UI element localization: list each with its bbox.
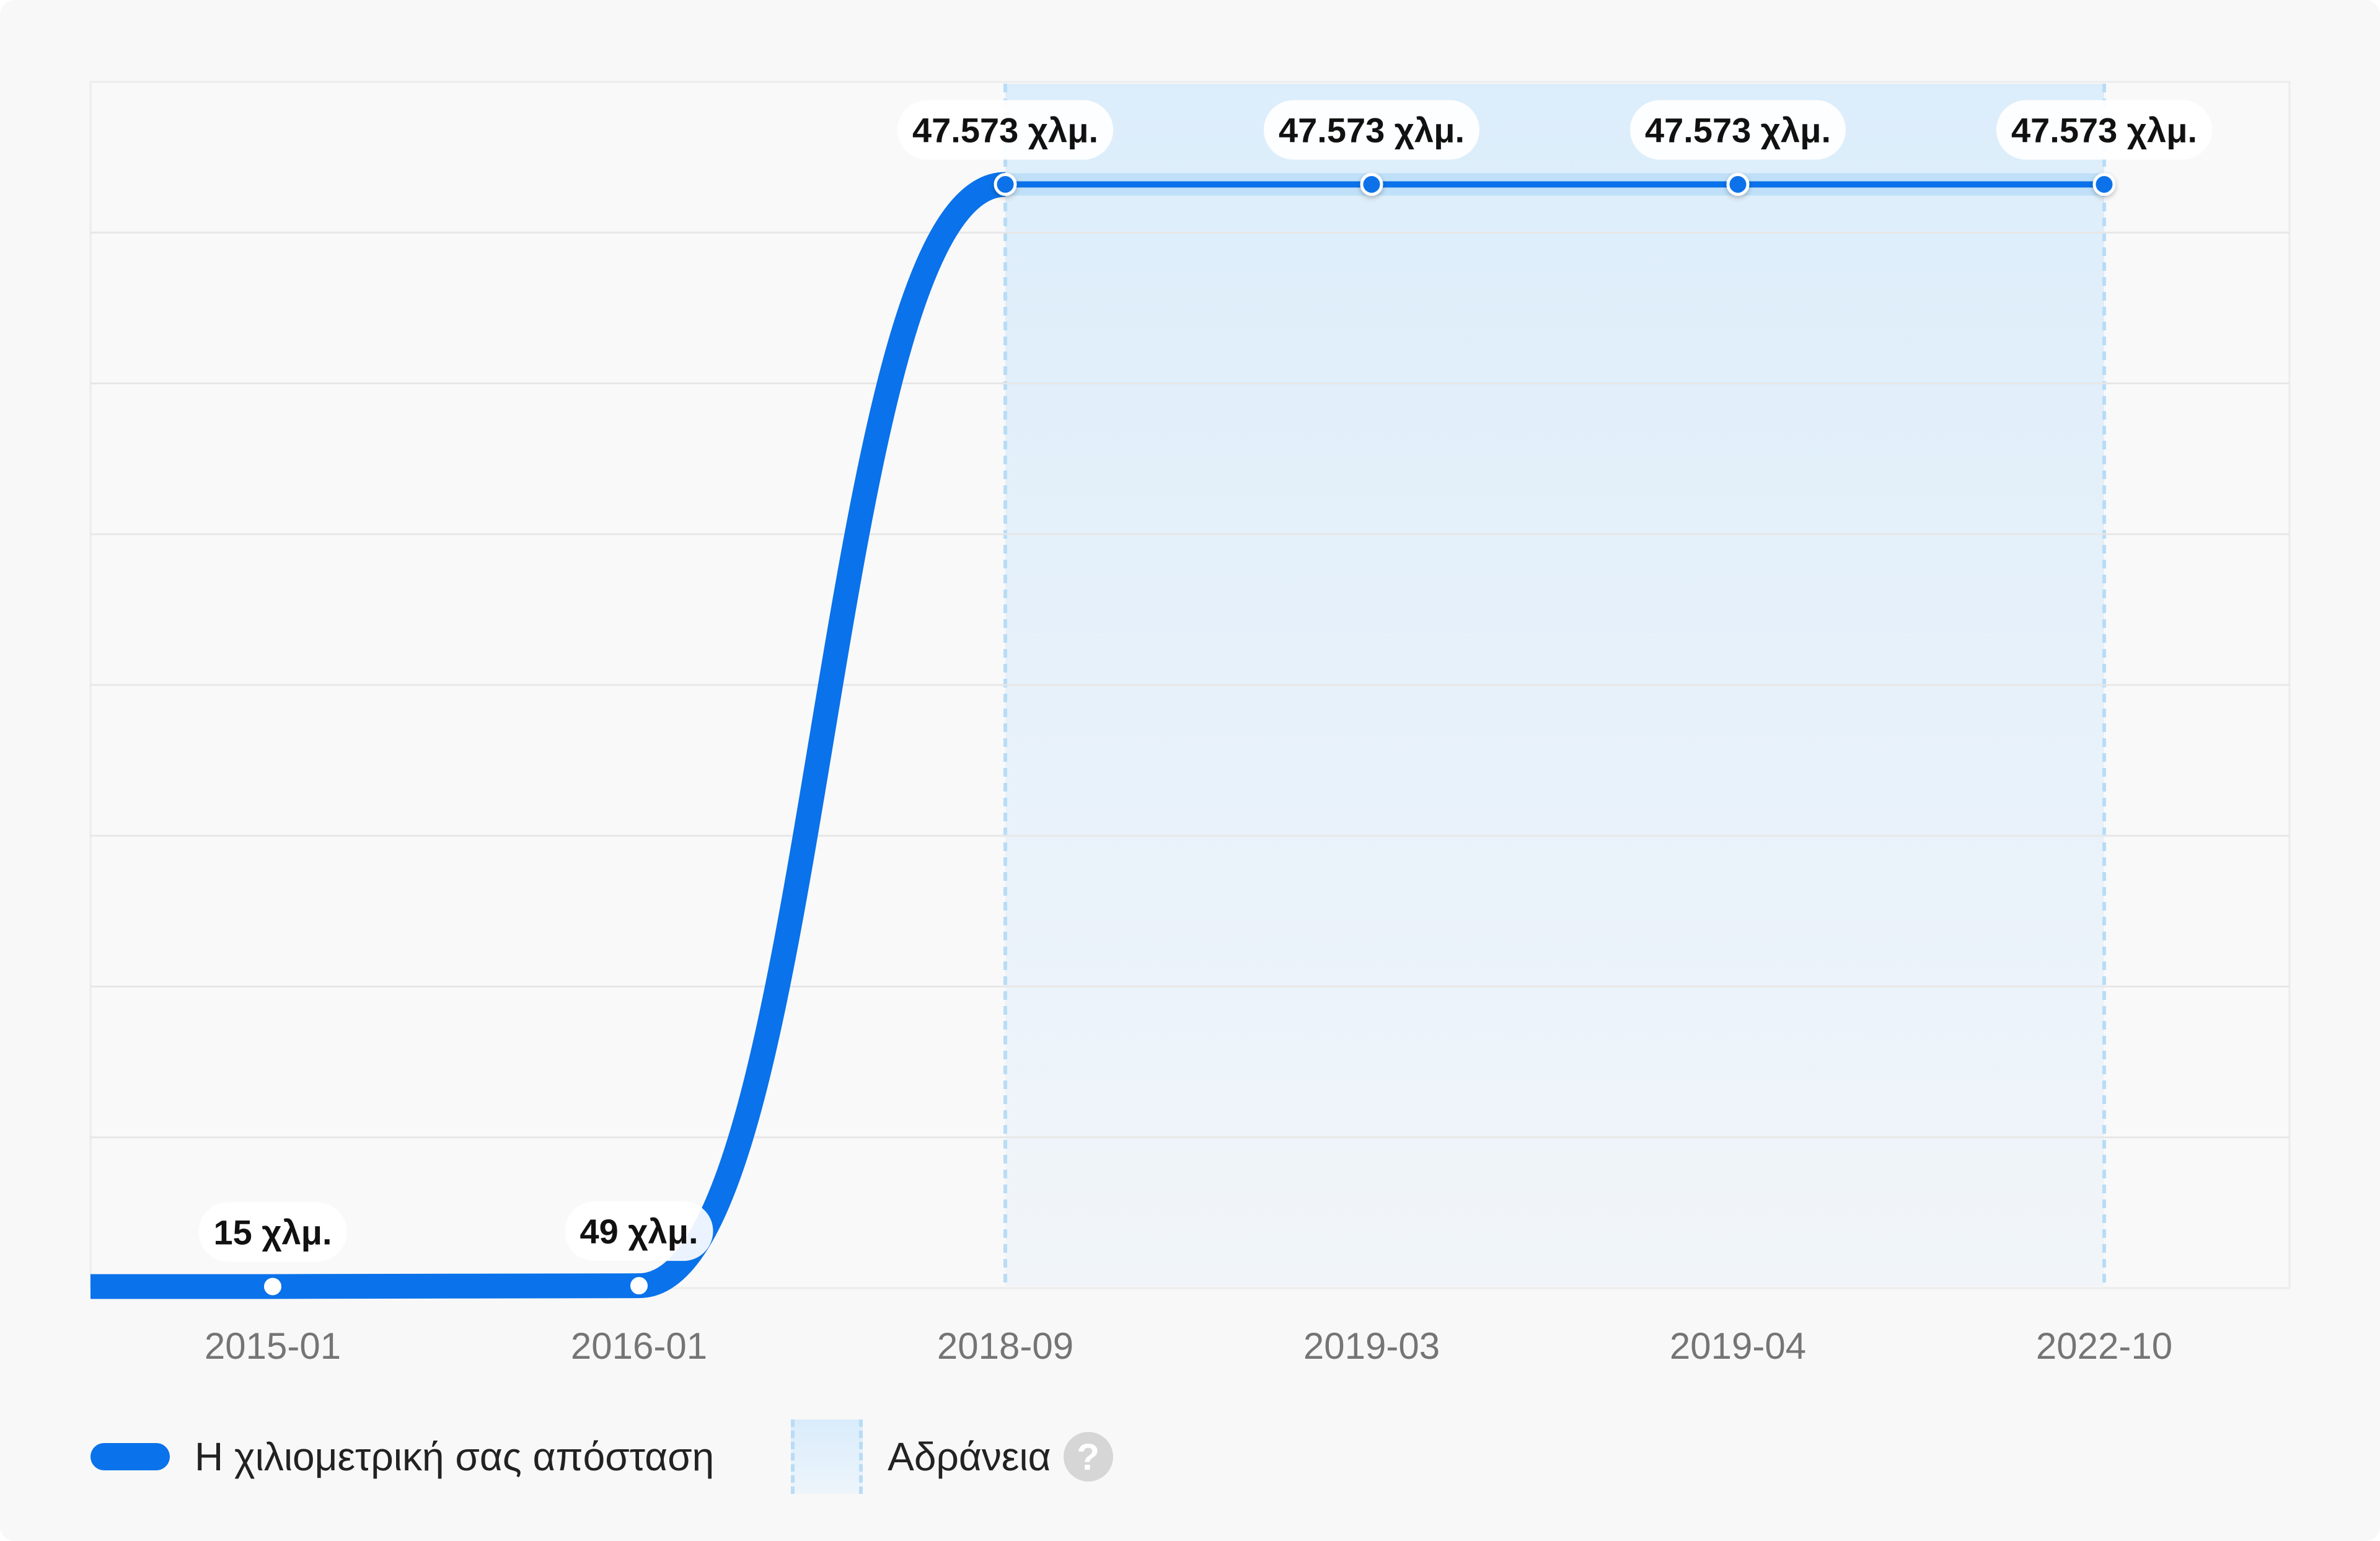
data-label-group-2015-01: 15 χλμ. [198,1202,347,1262]
data-label-pill [198,1202,347,1262]
data-label-group-2018-09: 47.573 χλμ. [897,100,1114,160]
legend-mileage-swatch [90,1443,170,1470]
help-icon[interactable]: ? [1063,1432,1113,1481]
mileage-series-line [90,172,1007,1299]
data-point-2015-01 [260,1274,285,1299]
data-label-group-2016-01: 49 χλμ. [565,1201,713,1261]
data-label-pill [897,100,1114,160]
legend-inactivity-label: Αδράνεια [888,1434,1051,1479]
data-label: 47.573 χλμ. [2011,111,2197,150]
x-tick-label: 2015-01 [205,1325,341,1367]
data-label: 47.573 χλμ. [1279,111,1465,150]
data-label-pill [565,1201,713,1261]
x-tick-label: 2019-04 [1670,1325,1806,1367]
data-point-2019-04 [1726,173,1750,196]
legend-mileage-label: Η χιλιομετρική σας απόσταση [195,1434,715,1479]
data-label: 49 χλμ. [580,1212,698,1251]
data-point-2016-01 [627,1273,651,1299]
x-tick-label: 2016-01 [571,1325,707,1367]
data-point-2019-03 [1360,173,1383,196]
data-label-group-2019-03: 47.573 χλμ. [1263,100,1480,160]
data-label-group-2019-04: 47.573 χλμ. [1629,100,1846,160]
data-label-pill [1996,100,2213,160]
data-point-2022-10 [2092,173,2116,196]
data-label: 47.573 χλμ. [912,111,1098,150]
data-label: 47.573 χλμ. [1645,111,1831,150]
legend-inactivity-swatch [791,1420,863,1494]
data-point-2018-09 [994,173,1017,196]
data-label-group-2022-10: 47.573 χλμ. [1996,100,2213,160]
x-tick-label: 2019-03 [1303,1325,1440,1367]
data-label: 15 χλμ. [213,1212,332,1252]
x-tick-label: 2022-10 [2036,1325,2172,1367]
x-tick-label: 2018-09 [937,1325,1073,1367]
data-label-pill [1629,100,1846,160]
data-label-pill [1263,100,1480,160]
chart-legend: Η χιλιομετρική σας απόσταση Αδράνεια ? [90,1420,1113,1494]
